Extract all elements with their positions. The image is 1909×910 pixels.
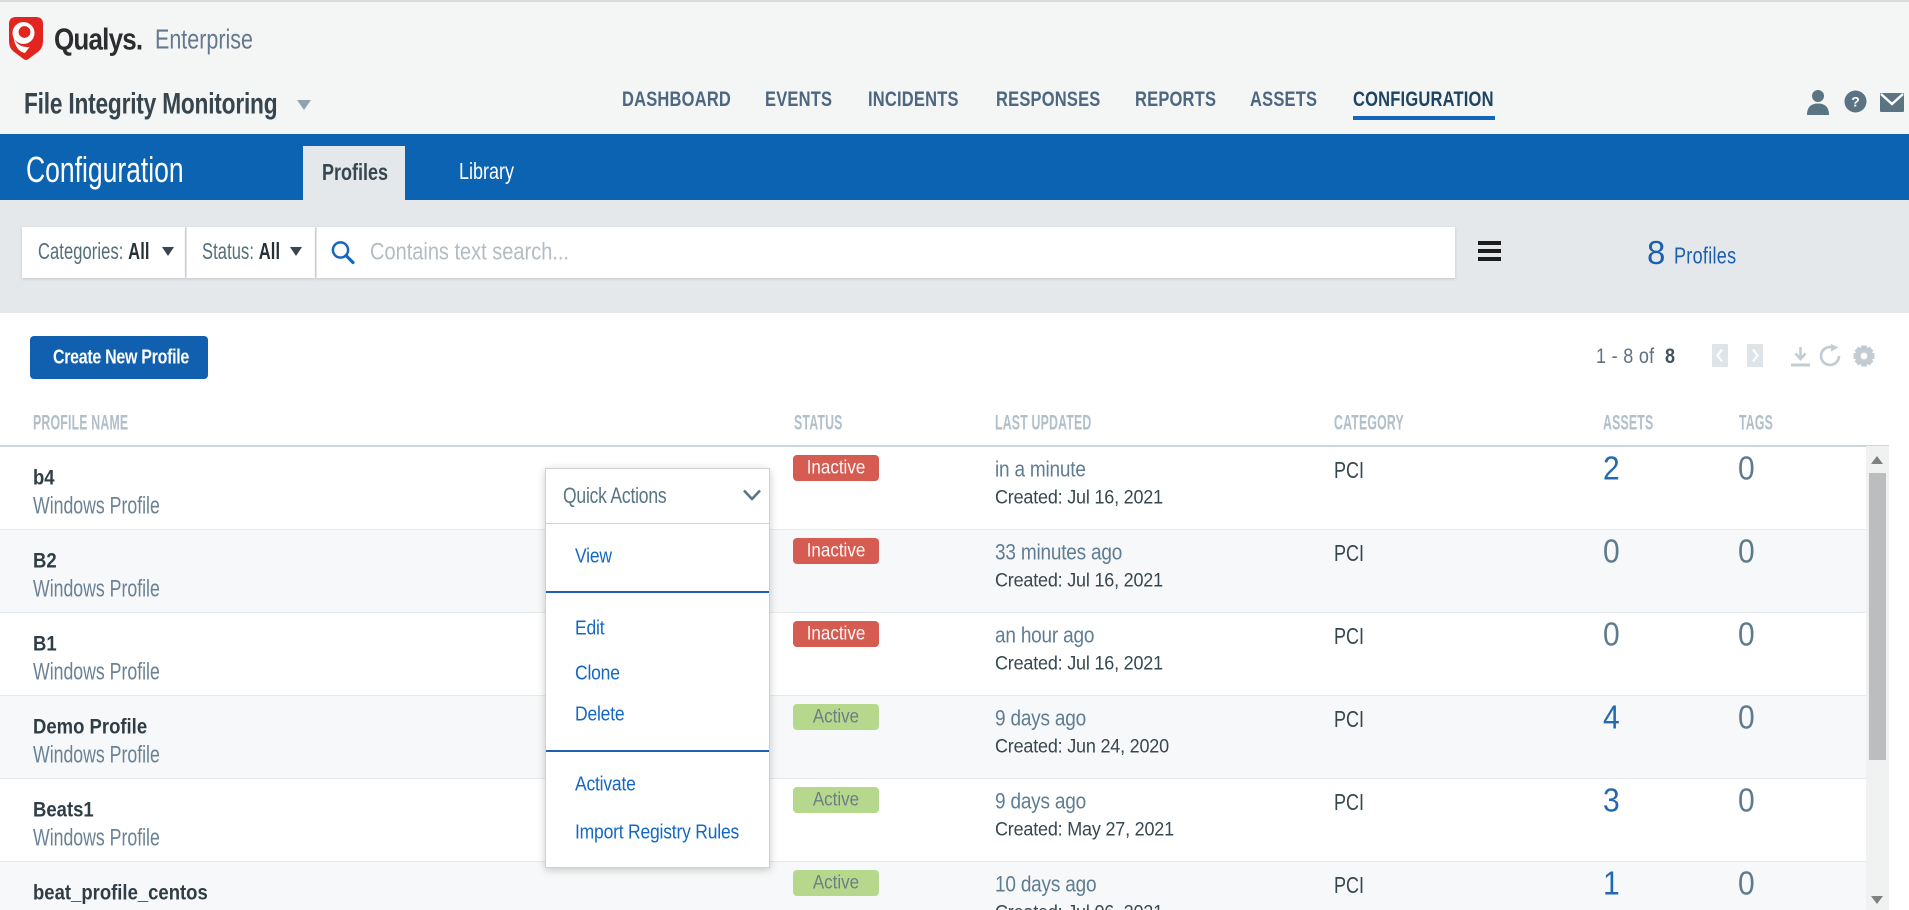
svg-text:?: ? [1851, 94, 1860, 110]
